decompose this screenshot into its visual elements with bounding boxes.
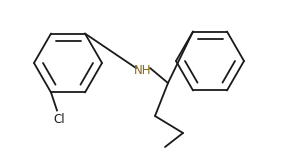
Text: Cl: Cl — [53, 113, 65, 126]
Text: NH: NH — [134, 64, 152, 77]
